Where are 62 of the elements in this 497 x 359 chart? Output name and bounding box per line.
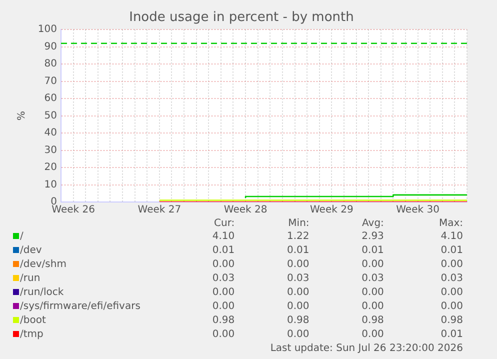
y-tick-label: 80 (44, 58, 57, 70)
text: 0.00 (211, 258, 236, 272)
legend-label: /dev/shm (20, 259, 66, 270)
text: 0.00 (360, 328, 385, 342)
text: Avg: (361, 218, 385, 230)
x-tick-label: Week 30 (396, 204, 440, 216)
chart-title: Inode usage in percent - by month (129, 10, 354, 26)
y-tick-label: 10 (44, 179, 57, 190)
text: 0.00 (360, 258, 385, 272)
text: 0.98 (211, 314, 236, 328)
text: 0.00 (211, 286, 236, 300)
text: 4.10 (440, 230, 464, 244)
text: 0.00 (440, 258, 464, 272)
legend-label: / (20, 231, 24, 242)
text: 4.10 (211, 230, 236, 244)
text: 0.98 (360, 314, 385, 328)
text: Max: (438, 218, 464, 230)
text: 0.01 (286, 244, 310, 258)
text: 0.01 (211, 244, 236, 258)
legend-label: /run/lock (20, 287, 64, 298)
text: 0.98 (440, 314, 464, 328)
legend-label: /run (20, 273, 40, 284)
y-axis-title: % (16, 111, 28, 121)
text: Cur: (213, 218, 236, 230)
text: 0.01 (360, 244, 385, 258)
text: Last update: Sun Jul 26 23:20:00 2026 (269, 343, 464, 354)
y-tick-label: 20 (44, 162, 57, 174)
text: 0.00 (440, 300, 464, 314)
text: 0.03 (440, 272, 464, 286)
legend-label: /dev (20, 245, 42, 256)
text: 0.00 (286, 328, 310, 342)
x-tick-label: Week 29 (310, 204, 354, 216)
y-tick-label: 100 (38, 24, 57, 36)
text: 2.93 (360, 230, 385, 244)
text: 0.03 (286, 272, 310, 286)
text: 0.98 (286, 314, 310, 328)
y-tick-label: 40 (44, 128, 57, 139)
text: 0.00 (211, 328, 236, 342)
text: 0.00 (440, 286, 464, 300)
x-tick-label: Week 28 (224, 204, 268, 216)
text: 0.03 (211, 272, 236, 286)
legend-label: /sys/firmware/efi/efivars (20, 301, 140, 312)
text: 0.00 (211, 300, 236, 314)
legend-label: /boot (20, 315, 46, 326)
y-tick-label: 90 (44, 41, 57, 52)
text: 0.01 (440, 328, 464, 342)
text: 0.00 (360, 300, 385, 314)
text: 0.00 (360, 286, 385, 300)
text: 0.00 (286, 300, 310, 314)
legend-label: /tmp (20, 329, 44, 340)
text: Min: (287, 218, 310, 230)
y-tick-label: 30 (44, 144, 57, 156)
y-tick-label: 50 (44, 110, 57, 122)
x-tick-label: Week 26 (52, 204, 95, 216)
text: 0.03 (360, 272, 385, 286)
text: 1.22 (286, 230, 310, 244)
text: 0.00 (286, 258, 310, 272)
y-tick-label: 60 (44, 93, 57, 104)
y-tick-label: 70 (44, 76, 57, 87)
x-tick-label: Week 27 (138, 204, 182, 216)
text: 0.01 (440, 244, 464, 258)
text: 0.00 (286, 286, 310, 300)
